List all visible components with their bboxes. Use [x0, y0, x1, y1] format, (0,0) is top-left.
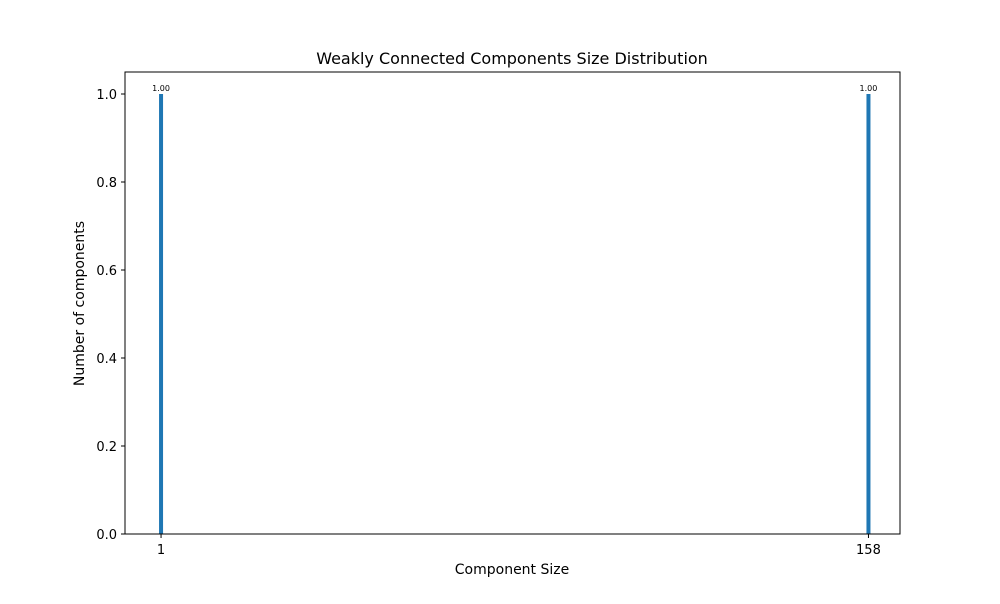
y-tick-label: 0.0 [96, 528, 117, 543]
chart-title: Weakly Connected Components Size Distrib… [316, 49, 708, 68]
bar-value-label: 1.00 [152, 84, 170, 93]
bar-value-label: 1.00 [860, 84, 878, 93]
data-labels: 1.00 1.00 [152, 84, 877, 93]
bars [159, 94, 871, 534]
y-axis-label: Number of components [72, 221, 88, 386]
y-tick-label: 1.0 [96, 88, 117, 103]
y-tick-label: 0.4 [96, 352, 117, 367]
y-axis: 0.0 0.2 0.4 0.6 0.8 1.0 [96, 88, 125, 543]
y-tick-label: 0.8 [96, 176, 117, 191]
x-axis: 1 158 [157, 534, 881, 558]
x-axis-label: Component Size [455, 562, 569, 578]
y-tick-label: 0.2 [96, 440, 117, 455]
x-tick-label: 158 [856, 543, 881, 558]
plot-area-frame [124, 71, 901, 535]
y-tick-label: 0.6 [96, 264, 117, 279]
x-tick-label: 1 [157, 543, 165, 558]
bar [159, 94, 164, 534]
bar [866, 94, 871, 534]
